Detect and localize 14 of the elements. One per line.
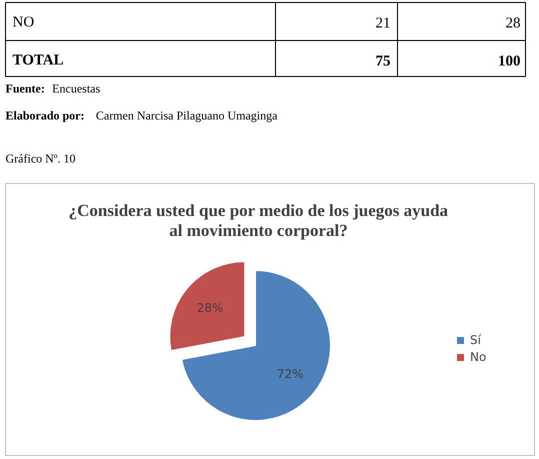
legend-label: No xyxy=(470,350,488,364)
text: Elaborado por: Carmen Narcisa Pilaguano Umaginga xyxy=(6,108,278,122)
text: 28 xyxy=(506,16,520,32)
text: 21 xyxy=(376,16,390,32)
text: 100 xyxy=(498,54,520,70)
data-label: 72% xyxy=(276,367,304,382)
data-label: 28% xyxy=(196,300,224,315)
text: TOTAL xyxy=(12,52,64,68)
text: NO xyxy=(12,14,34,30)
source-note: Fuente: Encuestas xyxy=(6,82,100,96)
chart-title: ¿Considera usted que por medio de los juegos ayuda al movimiento corporal? xyxy=(68,201,449,240)
text: Gráfico Nº. 10 xyxy=(6,152,76,166)
text: 75 xyxy=(376,54,390,70)
legend-label: Sí xyxy=(470,333,482,347)
